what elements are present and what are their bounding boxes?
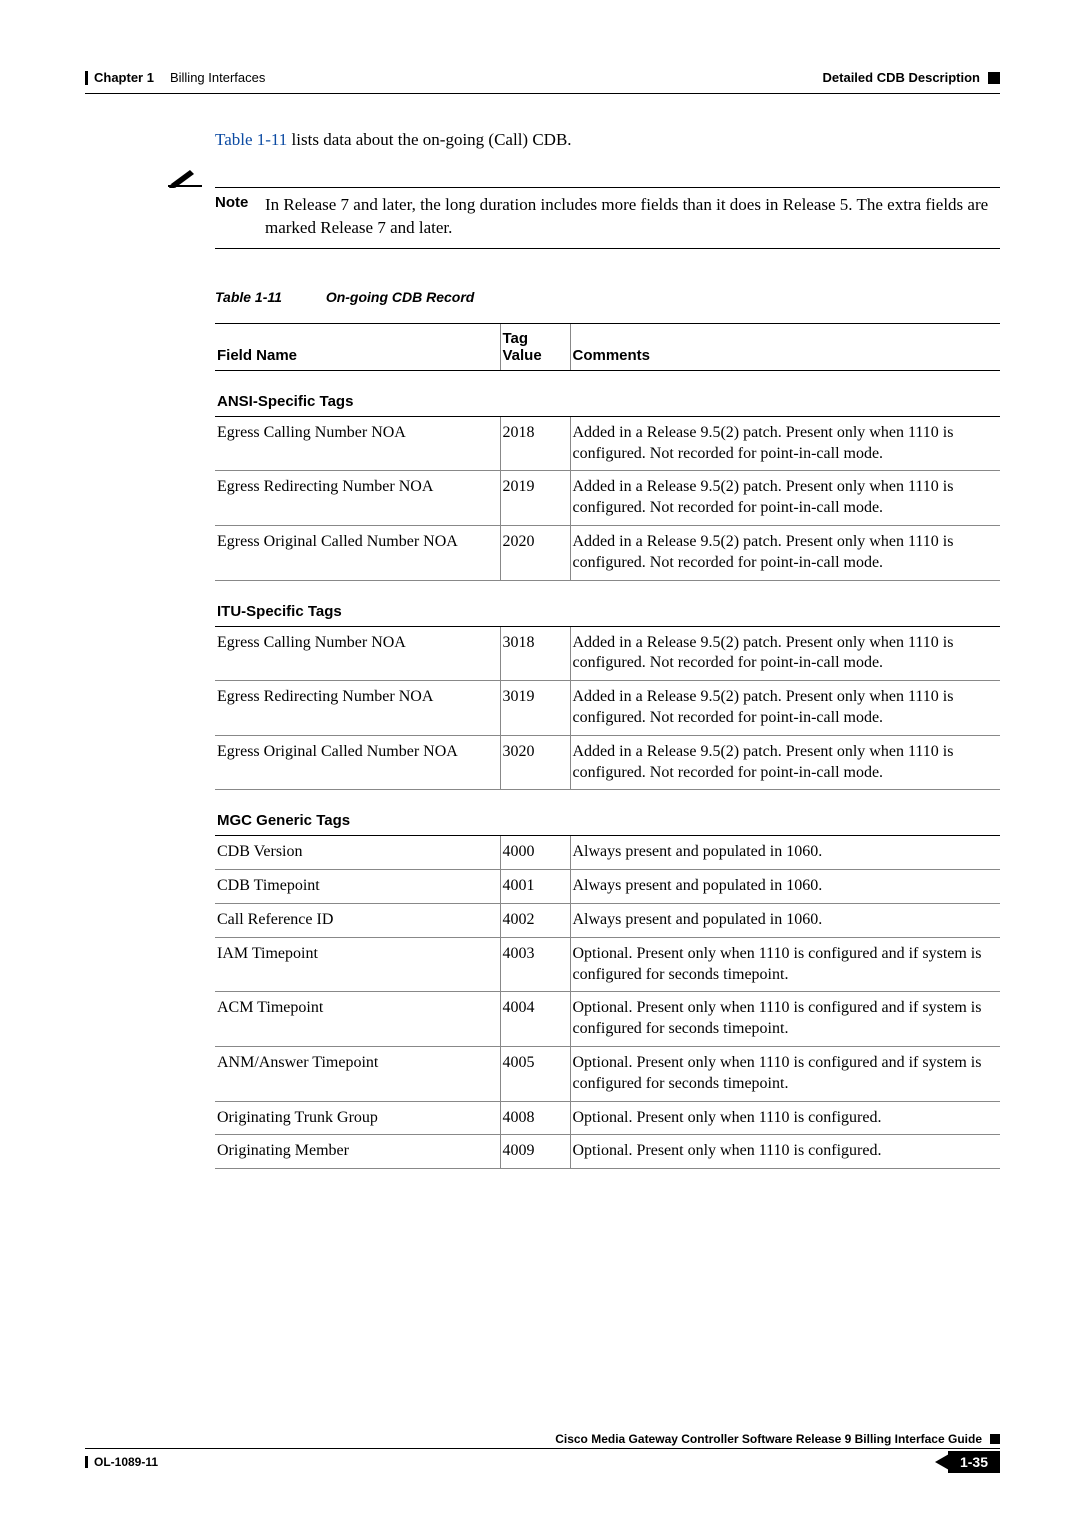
cell-comments: Added in a Release 9.5(2) patch. Present… (570, 526, 1000, 581)
cell-field: ACM Timepoint (215, 992, 500, 1047)
cell-field: Egress Redirecting Number NOA (215, 681, 500, 736)
footer-bar-icon (85, 1456, 88, 1468)
cell-tag: 4000 (500, 836, 570, 870)
table-row: ACM Timepoint4004Optional. Present only … (215, 992, 1000, 1047)
cell-tag: 3020 (500, 735, 570, 790)
footer-doc-id: OL-1089-11 (94, 1455, 158, 1469)
table-section-label: MGC Generic Tags (215, 790, 1000, 836)
cell-tag: 3018 (500, 626, 570, 681)
cell-tag: 2020 (500, 526, 570, 581)
footer-rule (85, 1448, 1000, 1449)
cell-field: CDB Timepoint (215, 870, 500, 904)
cell-tag: 3019 (500, 681, 570, 736)
cell-comments: Added in a Release 9.5(2) patch. Present… (570, 626, 1000, 681)
table-row: Originating Trunk Group4008Optional. Pre… (215, 1101, 1000, 1135)
table-caption: Table 1-11 On-going CDB Record (215, 289, 1000, 305)
cell-comments: Always present and populated in 1060. (570, 870, 1000, 904)
th-tag: Tag Value (500, 323, 570, 370)
cell-comments: Added in a Release 9.5(2) patch. Present… (570, 416, 1000, 471)
cell-comments: Optional. Present only when 1110 is conf… (570, 1046, 1000, 1101)
table-header-row: Field Name Tag Value Comments (215, 323, 1000, 370)
page-header: Chapter 1 Billing Interfaces Detailed CD… (85, 70, 1000, 85)
th-comments: Comments (570, 323, 1000, 370)
page-badge-arrow-icon (935, 1454, 949, 1470)
cell-field: CDB Version (215, 836, 500, 870)
chapter-title: Billing Interfaces (170, 70, 265, 85)
header-left: Chapter 1 Billing Interfaces (85, 70, 265, 85)
cell-comments: Always present and populated in 1060. (570, 903, 1000, 937)
cell-tag: 4008 (500, 1101, 570, 1135)
cell-field: Call Reference ID (215, 903, 500, 937)
table-row: Egress Calling Number NOA3018Added in a … (215, 626, 1000, 681)
cell-comments: Optional. Present only when 1110 is conf… (570, 1101, 1000, 1135)
section-label-cell: MGC Generic Tags (215, 790, 1000, 836)
cell-tag: 4005 (500, 1046, 570, 1101)
table-row: IAM Timepoint4003Optional. Present only … (215, 937, 1000, 992)
cell-comments: Optional. Present only when 1110 is conf… (570, 1135, 1000, 1169)
note-rule-bottom (215, 248, 1000, 249)
cell-tag: 4009 (500, 1135, 570, 1169)
section-label-cell: ITU-Specific Tags (215, 580, 1000, 626)
table-row: CDB Timepoint4001Always present and popu… (215, 870, 1000, 904)
table-row: Egress Original Called Number NOA3020Add… (215, 735, 1000, 790)
footer-doc-title: Cisco Media Gateway Controller Software … (555, 1432, 982, 1446)
table-row: Call Reference ID4002Always present and … (215, 903, 1000, 937)
table-container: Table 1-11 On-going CDB Record Field Nam… (215, 289, 1000, 1169)
section-title: Detailed CDB Description (823, 70, 980, 85)
note-pencil-icon (168, 166, 202, 188)
cell-tag: 2019 (500, 471, 570, 526)
table-row: ANM/Answer Timepoint4005Optional. Presen… (215, 1046, 1000, 1101)
cdb-table: Field Name Tag Value Comments ANSI-Speci… (215, 323, 1000, 1169)
page-number: 1-35 (948, 1451, 1000, 1473)
cell-field: Originating Trunk Group (215, 1101, 500, 1135)
cell-comments: Added in a Release 9.5(2) patch. Present… (570, 471, 1000, 526)
chapter-label: Chapter 1 (94, 70, 154, 85)
note-text: In Release 7 and later, the long duratio… (265, 194, 1000, 240)
cell-comments: Added in a Release 9.5(2) patch. Present… (570, 681, 1000, 736)
note-block: Note In Release 7 and later, the long du… (155, 187, 1000, 249)
cell-field: Egress Calling Number NOA (215, 626, 500, 681)
cell-tag: 4004 (500, 992, 570, 1047)
header-rule (85, 93, 1000, 94)
cell-field: ANM/Answer Timepoint (215, 1046, 500, 1101)
th-field: Field Name (215, 323, 500, 370)
footer-square-icon (990, 1434, 1000, 1444)
note-label: Note (215, 194, 253, 211)
header-right: Detailed CDB Description (823, 70, 1000, 85)
page-badge-wrap: 1-35 (935, 1451, 1000, 1473)
table-row: Originating Member4009Optional. Present … (215, 1135, 1000, 1169)
table-row: CDB Version4000Always present and popula… (215, 836, 1000, 870)
table-row: Egress Original Called Number NOA2020Add… (215, 526, 1000, 581)
intro-rest: lists data about the on-going (Call) CDB… (287, 130, 571, 149)
cell-comments: Optional. Present only when 1110 is conf… (570, 937, 1000, 992)
cell-field: Originating Member (215, 1135, 500, 1169)
intro-link[interactable]: Table 1-11 (215, 130, 287, 149)
page-footer: Cisco Media Gateway Controller Software … (85, 1432, 1000, 1473)
table-row: Egress Redirecting Number NOA2019Added i… (215, 471, 1000, 526)
section-label-cell: ANSI-Specific Tags (215, 370, 1000, 416)
table-title: On-going CDB Record (326, 289, 475, 305)
cell-tag: 2018 (500, 416, 570, 471)
cell-field: Egress Original Called Number NOA (215, 735, 500, 790)
cell-comments: Added in a Release 9.5(2) patch. Present… (570, 735, 1000, 790)
cell-comments: Always present and populated in 1060. (570, 836, 1000, 870)
cell-field: Egress Calling Number NOA (215, 416, 500, 471)
table-row: Egress Calling Number NOA2018Added in a … (215, 416, 1000, 471)
cell-tag: 4001 (500, 870, 570, 904)
table-section-label: ITU-Specific Tags (215, 580, 1000, 626)
cell-comments: Optional. Present only when 1110 is conf… (570, 992, 1000, 1047)
header-square-icon (988, 72, 1000, 84)
table-section-label: ANSI-Specific Tags (215, 370, 1000, 416)
intro-text: Table 1-11 lists data about the on-going… (215, 129, 1000, 152)
header-bar-icon (85, 71, 88, 85)
cell-tag: 4002 (500, 903, 570, 937)
cell-field: IAM Timepoint (215, 937, 500, 992)
cell-field: Egress Original Called Number NOA (215, 526, 500, 581)
table-row: Egress Redirecting Number NOA3019Added i… (215, 681, 1000, 736)
cell-field: Egress Redirecting Number NOA (215, 471, 500, 526)
cell-tag: 4003 (500, 937, 570, 992)
table-number: Table 1-11 (215, 289, 282, 305)
